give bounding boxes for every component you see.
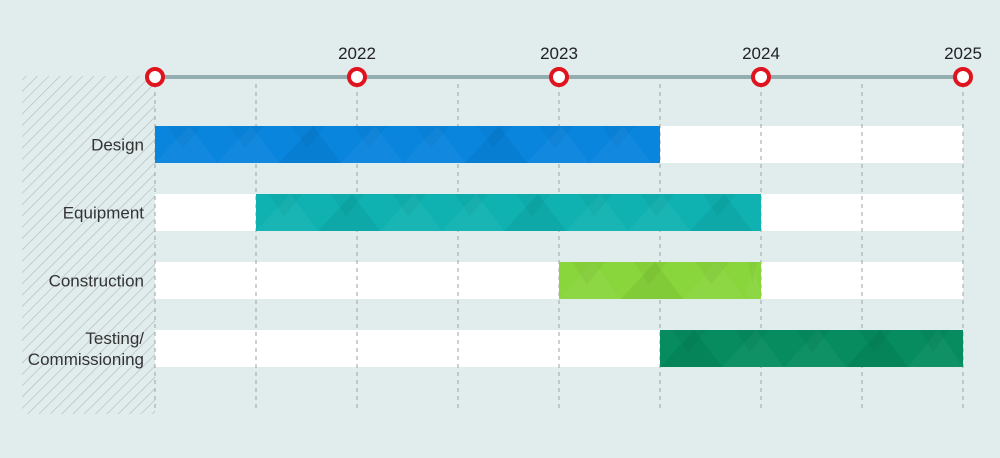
- year-labels: 2022 2023 2024 2025: [338, 44, 982, 63]
- bar-facet: [279, 126, 341, 163]
- bar-facet: [660, 330, 722, 367]
- task-label-line: Commissioning: [28, 350, 144, 369]
- bar-facet: [745, 262, 761, 299]
- task-bar: [660, 330, 963, 367]
- task-label: Construction: [49, 272, 144, 291]
- bar-facet: [683, 262, 745, 299]
- bar-facet: [217, 126, 279, 163]
- year-label: 2023: [540, 44, 578, 63]
- bar-facet: [628, 194, 690, 231]
- task-bar: [155, 126, 660, 163]
- milestone-markers: [145, 67, 973, 87]
- task-bar: [559, 262, 761, 299]
- bar-facet: [465, 126, 527, 163]
- bar-facet: [621, 262, 683, 299]
- task-label-line: Construction: [49, 272, 144, 291]
- bar-facet: [341, 126, 403, 163]
- milestone-marker: [549, 67, 569, 87]
- bar-facet: [908, 330, 963, 367]
- year-label: 2022: [338, 44, 376, 63]
- task-label-line: Design: [91, 136, 144, 155]
- bar-facet: [566, 194, 628, 231]
- task-bar: [256, 194, 761, 231]
- bar-facet: [256, 194, 318, 231]
- bar-facet: [846, 330, 908, 367]
- bar-facet: [442, 194, 504, 231]
- bar-facet: [155, 126, 217, 163]
- task-labels: Design Equipment Construction Testing/Commi…: [28, 136, 144, 370]
- task-label: Testing/Commissioning: [28, 329, 144, 369]
- task-label-line: Equipment: [63, 204, 145, 223]
- task-label: Design: [91, 136, 144, 155]
- bar-facet: [504, 194, 566, 231]
- task-label: Equipment: [63, 204, 145, 223]
- milestone-marker: [347, 67, 367, 87]
- bar-facet: [318, 194, 380, 231]
- year-label: 2025: [944, 44, 982, 63]
- task-bars: [155, 126, 963, 367]
- milestone-marker: [751, 67, 771, 87]
- bar-facet: [527, 126, 589, 163]
- bar-facet: [690, 194, 752, 231]
- bar-facet: [380, 194, 442, 231]
- bar-facet: [784, 330, 846, 367]
- bar-facet: [589, 126, 651, 163]
- bar-facet: [559, 262, 621, 299]
- bar-facet: [722, 330, 784, 367]
- milestone-marker: [145, 67, 165, 87]
- task-label-line: Testing/: [85, 329, 144, 348]
- label-column-hatch: [22, 76, 155, 414]
- bar-facet: [403, 126, 465, 163]
- milestone-marker: [953, 67, 973, 87]
- year-label: 2024: [742, 44, 780, 63]
